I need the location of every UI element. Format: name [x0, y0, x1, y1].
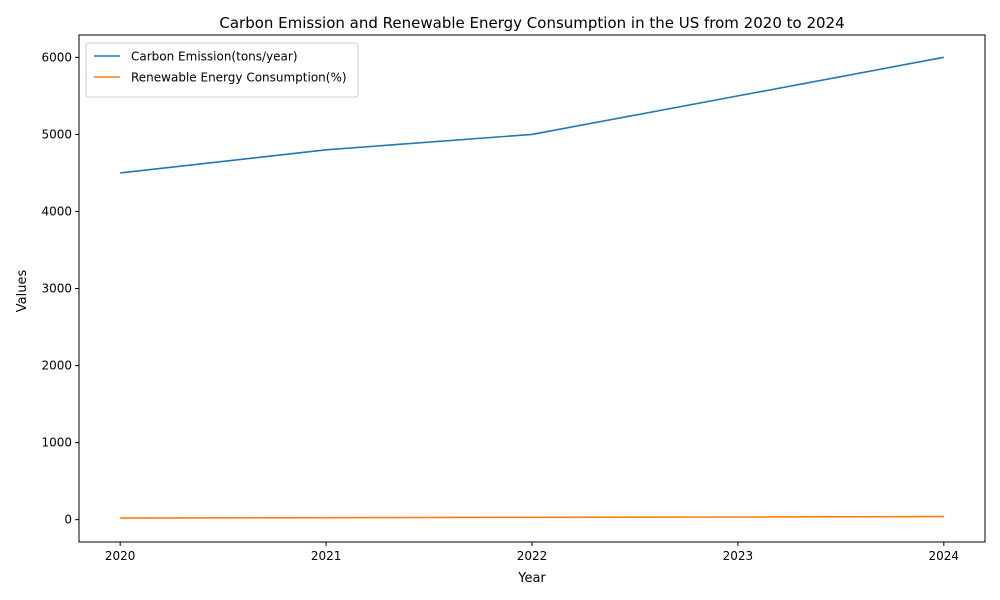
axes-frame — [78, 34, 986, 543]
legend-label: Carbon Emission(tons/year) — [131, 50, 298, 64]
chart-title: Carbon Emission and Renewable Energy Con… — [219, 14, 844, 32]
legend-label: Renewable Energy Consumption(%) — [131, 71, 347, 85]
legend-box — [85, 42, 359, 98]
x-tick-label: 2021 — [311, 549, 342, 563]
x-tick-label: 2024 — [929, 549, 960, 563]
y-tick-label: 4000 — [41, 204, 72, 218]
x-tick-label: 2023 — [723, 549, 754, 563]
y-tick-label: 3000 — [41, 282, 72, 296]
y-axis-label: Values — [15, 270, 30, 313]
x-tick-label: 2022 — [517, 549, 548, 563]
x-axis-label: Year — [517, 571, 546, 586]
y-tick-label: 2000 — [41, 359, 72, 373]
y-tick-label: 1000 — [41, 436, 72, 450]
plot-area: 2020 2021 2022 2023 2024 0 1000 2000 3000 4000 500… — [41, 34, 986, 563]
x-tick-label: 2020 — [105, 549, 136, 563]
series-line-2 — [120, 515, 944, 519]
legend: Carbon Emission(tons/year) Renewable Ener… — [85, 42, 359, 98]
y-tick-label: 0 — [64, 513, 72, 527]
y-tick-label: 5000 — [41, 127, 72, 141]
series-line-1 — [120, 56, 944, 174]
y-tick-label: 6000 — [41, 50, 72, 64]
